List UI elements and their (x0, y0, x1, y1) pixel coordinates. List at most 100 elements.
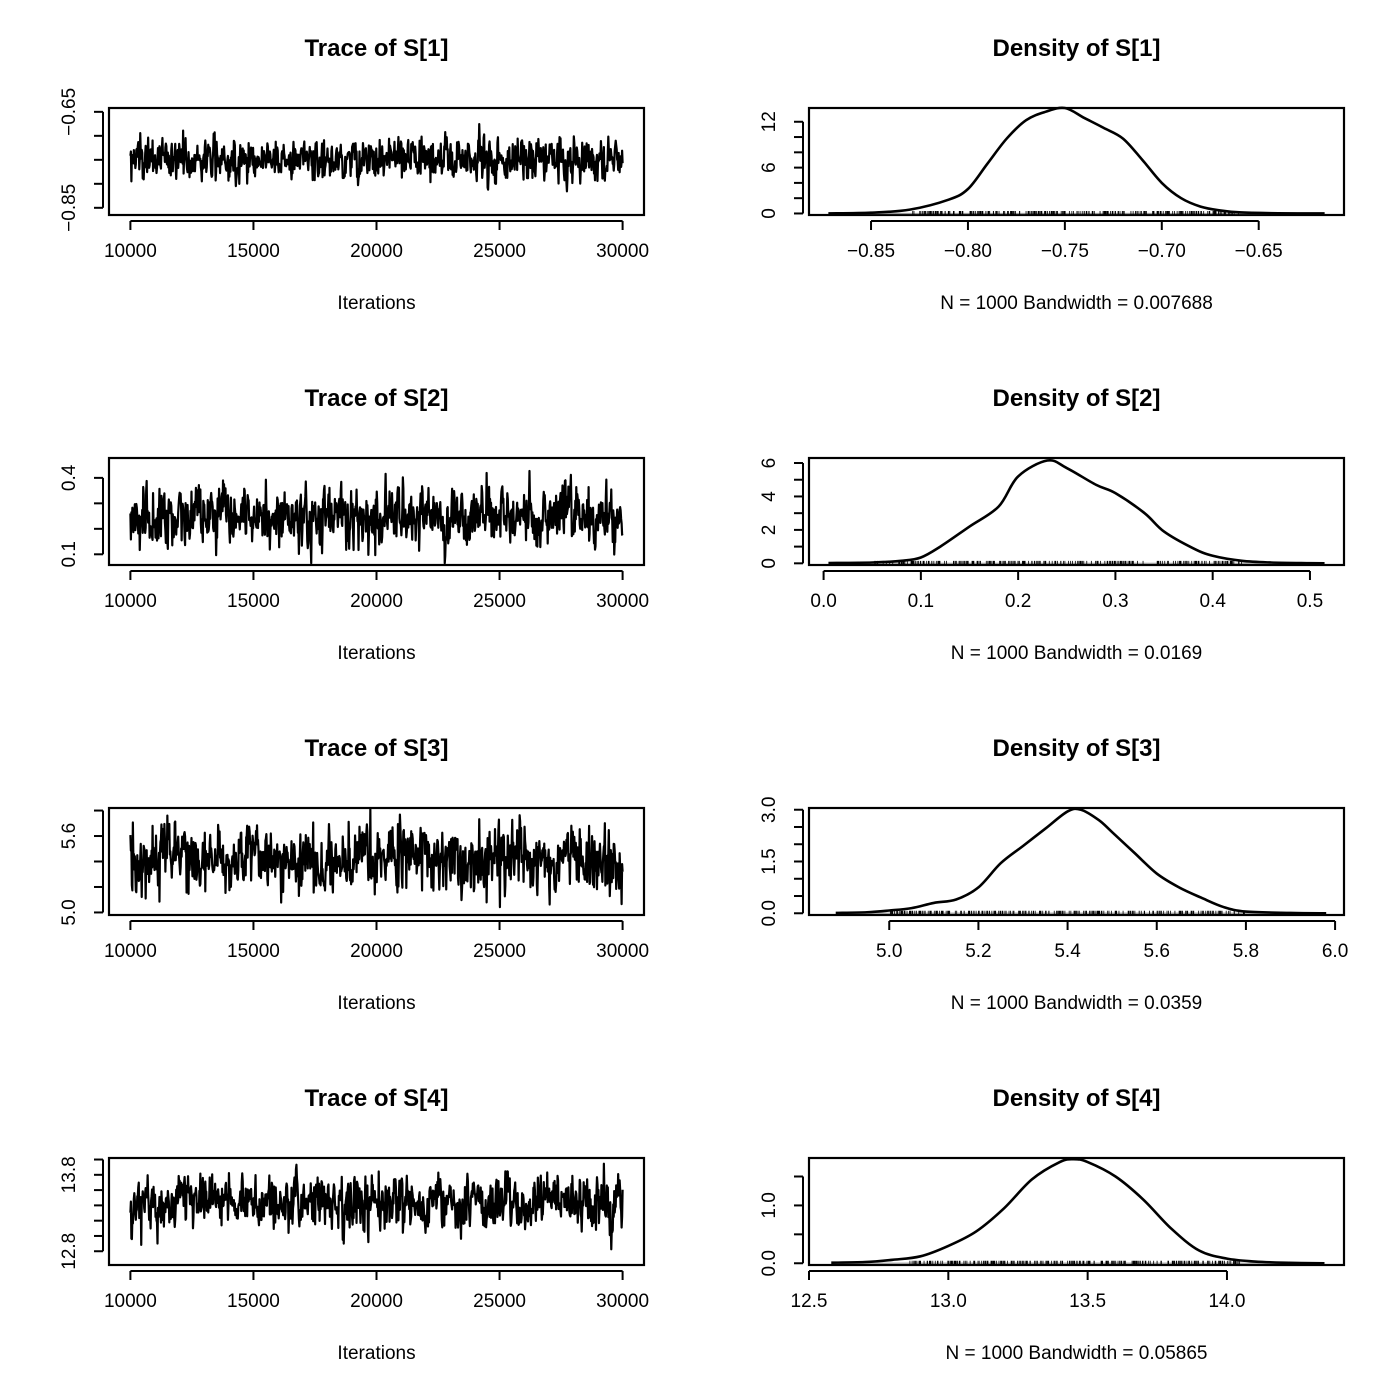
y-tick-label: 0 (759, 558, 780, 569)
x-axis-label: N = 1000 Bandwidth = 0.0169 (951, 643, 1202, 664)
panel-title: Density of S[2] (992, 385, 1160, 412)
density-curve (828, 458, 1325, 565)
y-tick-label: 0.0 (759, 1250, 780, 1276)
y-tick-label: 0.4 (59, 464, 80, 491)
x-tick-label: 20000 (350, 241, 403, 262)
trace-line (129, 808, 624, 909)
panel-title: Trace of S[3] (304, 735, 448, 762)
trace-line (129, 1162, 624, 1251)
x-tick-label: 10000 (104, 941, 157, 962)
x-tick-label: 5.2 (965, 941, 991, 962)
plot-frame (107, 106, 646, 217)
y-tick-label: 1.0 (759, 1192, 780, 1218)
density-curve (828, 106, 1325, 215)
panel-trace-s3: Trace of S[3] Iterations 10000 15000 20000 25… (59, 735, 649, 1014)
x-tick-label: 25000 (473, 1291, 526, 1312)
y-tick-label: 5.0 (59, 899, 80, 925)
x-axis-label: N = 1000 Bandwidth = 0.0359 (951, 993, 1202, 1014)
x-tick-label: 5.4 (1054, 941, 1081, 962)
plot-frame (107, 1156, 646, 1267)
x-tick-label: 5.8 (1233, 941, 1259, 962)
y-tick-label: 3.0 (759, 797, 780, 823)
y-tick-label: 0.1 (59, 541, 80, 567)
density-curve (835, 807, 1327, 915)
x-axis-label: Iterations (337, 1343, 415, 1364)
y-tick-label: 6 (759, 162, 780, 173)
y-tick-label: −0.65 (59, 88, 80, 136)
x-tick-label: 14.0 (1208, 1291, 1245, 1312)
trace-line (129, 122, 624, 193)
plot-frame (807, 456, 1346, 567)
plot-frame (807, 806, 1346, 917)
y-tick-label: 1.5 (759, 848, 780, 874)
plot-frame (107, 806, 646, 917)
x-tick-label: −0.80 (944, 241, 992, 262)
x-tick-label: 0.5 (1297, 591, 1323, 612)
x-axis-label: N = 1000 Bandwidth = 0.05865 (946, 1343, 1208, 1364)
panel-density-s3: Density of S[3] N = 1000 Bandwidth = 0.03… (759, 735, 1348, 1014)
y-tick-label: 12 (759, 111, 780, 132)
x-tick-label: 13.5 (1069, 1291, 1106, 1312)
rug-marks (889, 910, 1245, 916)
x-tick-label: 30000 (596, 591, 649, 612)
x-tick-label: 12.5 (791, 1291, 828, 1312)
panel-trace-s2: Trace of S[2] Iterations 10000 15000 20000 25… (59, 385, 649, 664)
panel-trace-s4: Trace of S[4] Iterations 10000 15000 20000 25… (59, 1085, 649, 1364)
y-tick-label: 12.8 (59, 1233, 80, 1270)
x-tick-label: 25000 (473, 591, 526, 612)
x-axis-label: N = 1000 Bandwidth = 0.007688 (940, 293, 1213, 314)
y-tick-label: 0.0 (759, 900, 780, 926)
x-tick-label: 30000 (596, 941, 649, 962)
y-tick-label: 6 (759, 458, 780, 469)
y-tick-label: 5.6 (59, 823, 80, 849)
y-tick-label: −0.85 (59, 184, 80, 232)
x-axis-label: Iterations (337, 293, 415, 314)
x-tick-label: 13.0 (930, 1291, 967, 1312)
y-tick-label: 13.8 (59, 1156, 80, 1193)
x-tick-label: 15000 (227, 1291, 280, 1312)
plot-frame (807, 106, 1346, 217)
x-tick-label: 25000 (473, 941, 526, 962)
x-tick-label: 15000 (227, 591, 280, 612)
rug-marks (909, 1260, 1241, 1266)
panel-title: Density of S[4] (992, 1085, 1160, 1112)
panel-density-s4: Density of S[4] N = 1000 Bandwidth = 0.05… (759, 1085, 1346, 1364)
density-curve (831, 1157, 1325, 1265)
x-tick-label: 30000 (596, 241, 649, 262)
x-tick-label: 15000 (227, 241, 280, 262)
y-tick-label: 4 (759, 491, 780, 502)
x-tick-label: 0.3 (1102, 591, 1128, 612)
x-tick-label: 20000 (350, 1291, 403, 1312)
x-tick-label: 10000 (104, 591, 157, 612)
panel-title: Density of S[1] (992, 35, 1160, 62)
x-tick-label: 5.6 (1144, 941, 1170, 962)
x-tick-label: 6.0 (1322, 941, 1348, 962)
x-tick-label: 0.1 (908, 591, 934, 612)
panel-title: Trace of S[1] (304, 35, 448, 62)
panel-title: Density of S[3] (992, 735, 1160, 762)
x-tick-label: −0.70 (1138, 241, 1186, 262)
panel-density-s1: Density of S[1] N = 1000 Bandwidth = 0.00… (759, 35, 1346, 314)
x-tick-label: 0.0 (810, 591, 836, 612)
plot-frame (807, 1156, 1346, 1267)
y-tick-label: 2 (759, 525, 780, 536)
x-tick-label: −0.85 (847, 241, 895, 262)
x-tick-label: 10000 (104, 1291, 157, 1312)
x-tick-label: 30000 (596, 1291, 649, 1312)
trace-line (129, 469, 624, 565)
x-tick-label: 0.4 (1199, 591, 1226, 612)
panel-title: Trace of S[4] (304, 1085, 448, 1112)
plot-frame (107, 456, 646, 567)
panel-density-s2: Density of S[2] N = 1000 Bandwidth = 0.01… (759, 385, 1346, 664)
x-axis-label: Iterations (337, 643, 415, 664)
x-tick-label: 5.0 (876, 941, 902, 962)
x-tick-label: 20000 (350, 591, 403, 612)
x-tick-label: −0.75 (1041, 241, 1089, 262)
x-tick-label: 10000 (104, 241, 157, 262)
y-tick-label: 0 (759, 208, 780, 219)
x-tick-label: −0.65 (1235, 241, 1283, 262)
rug-marks (874, 560, 1242, 566)
rug-marks (912, 210, 1239, 216)
x-tick-label: 0.2 (1005, 591, 1031, 612)
